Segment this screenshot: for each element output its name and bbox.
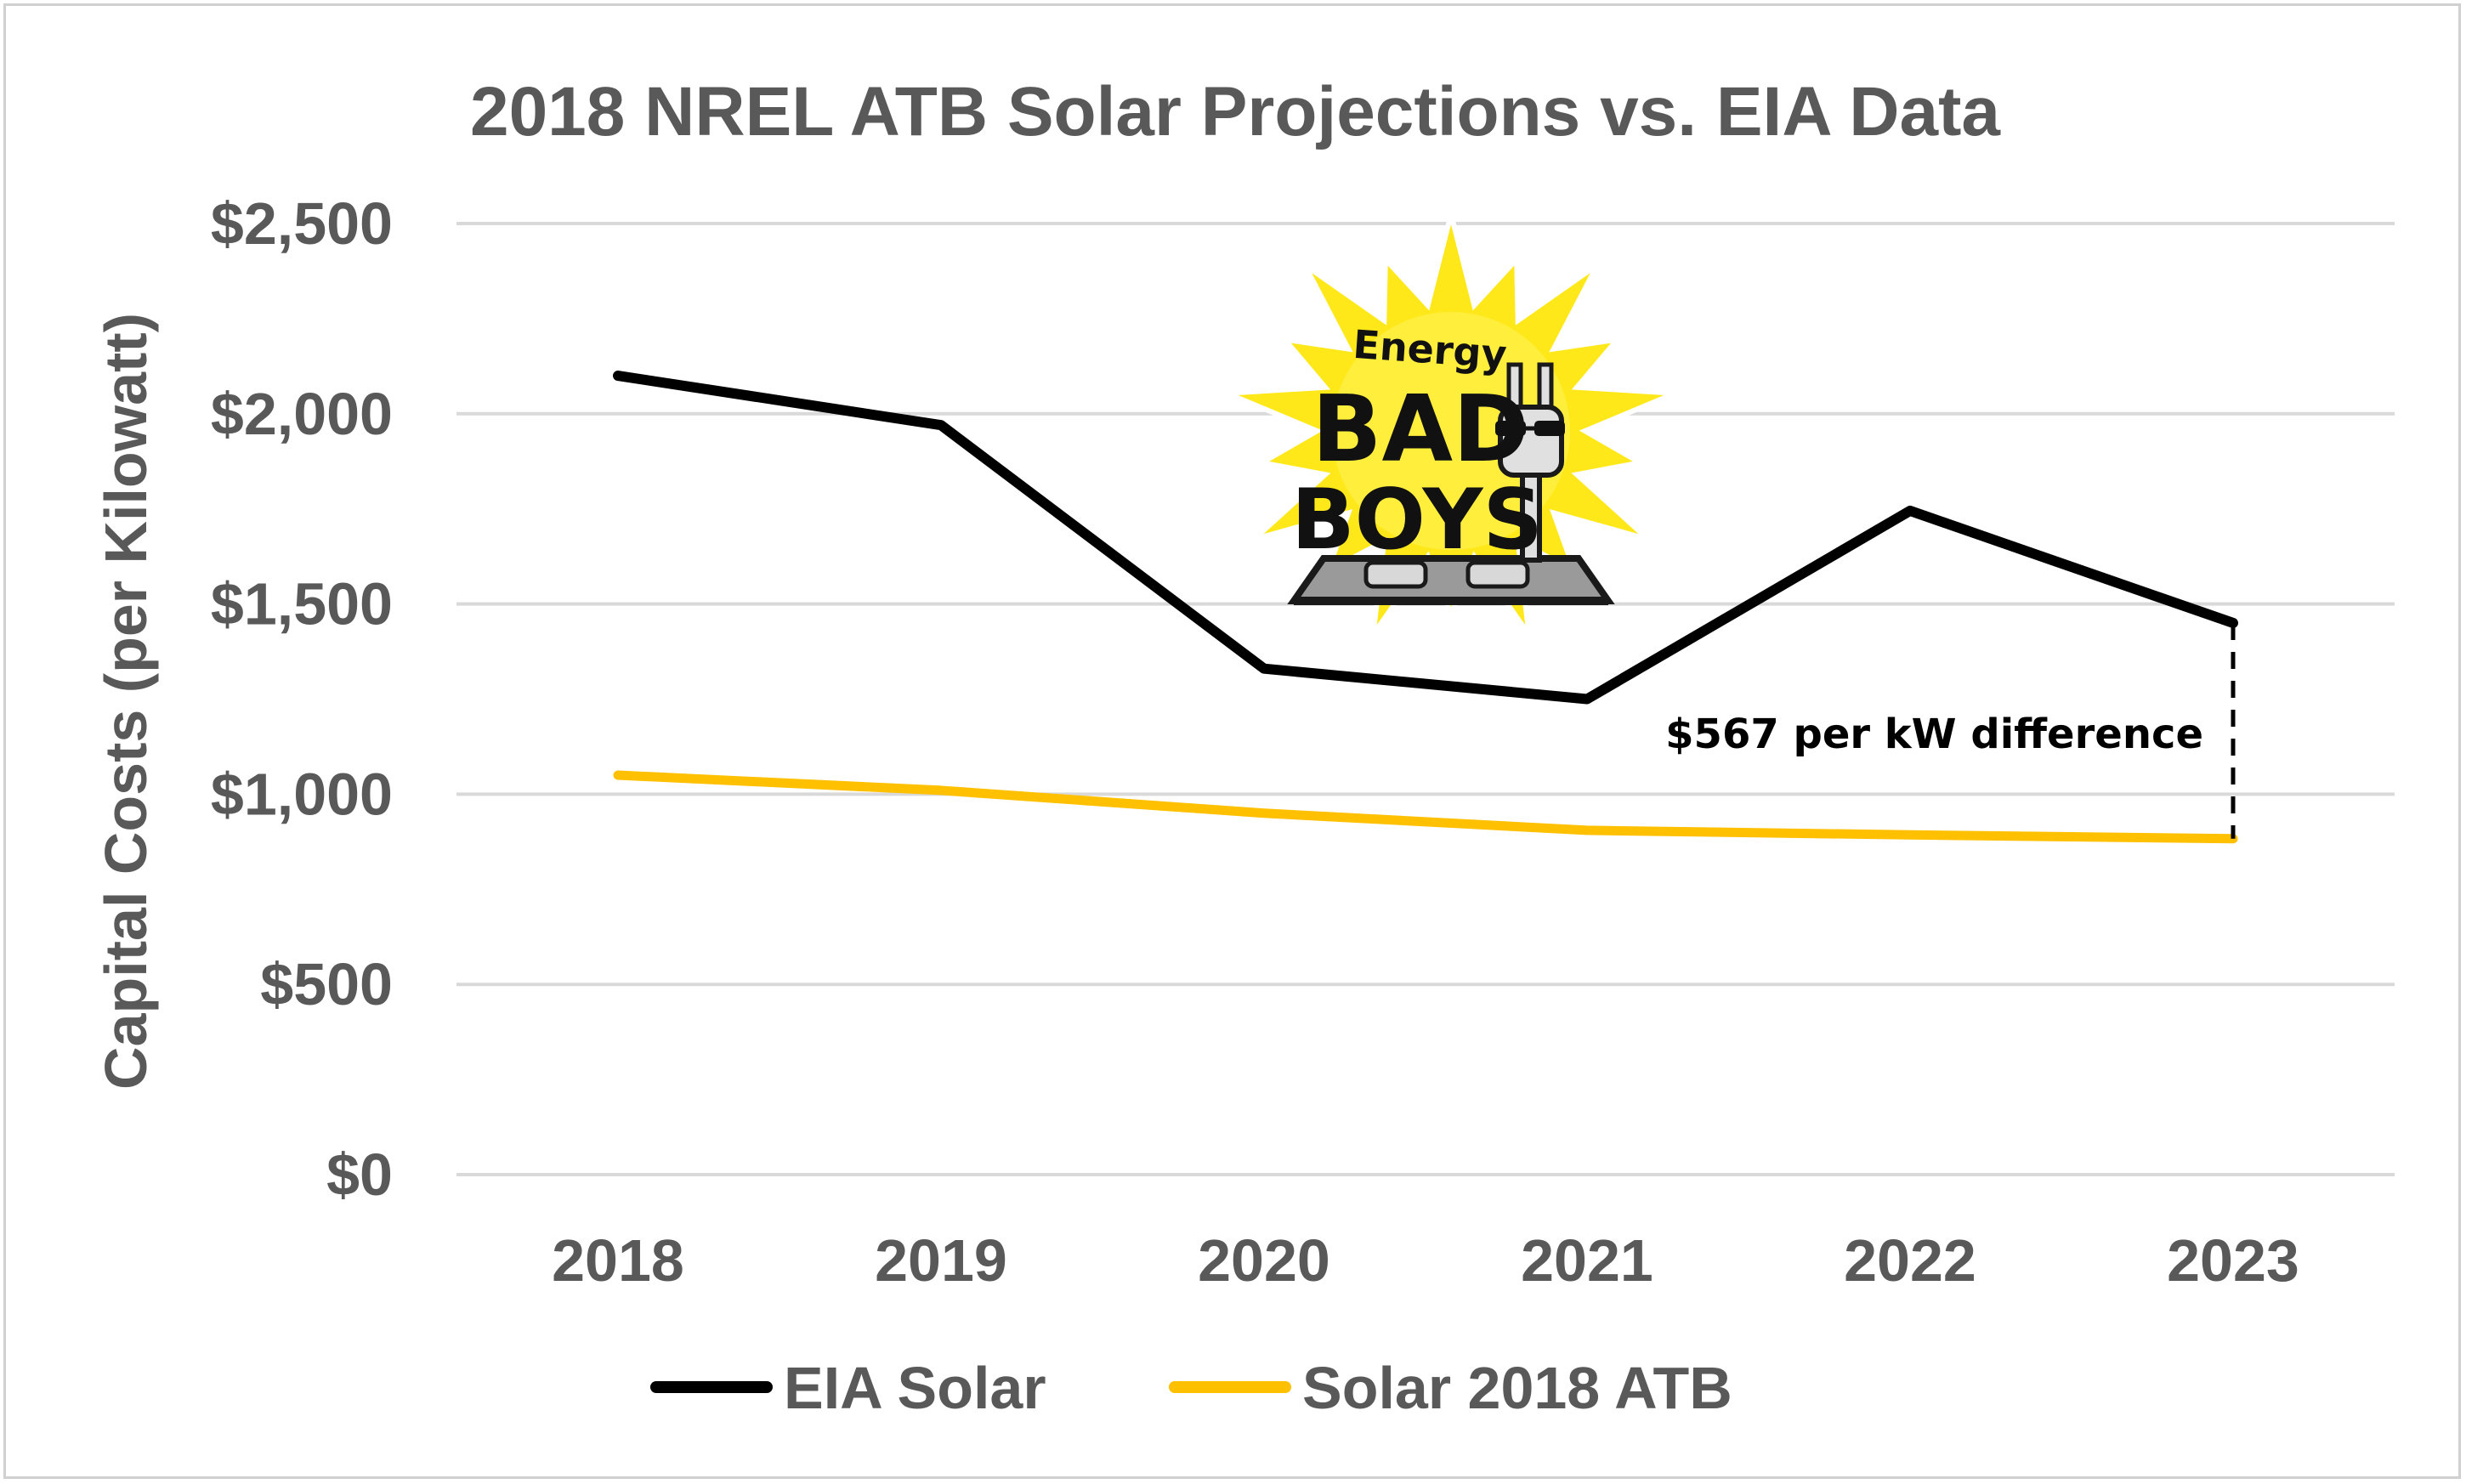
data-point (617, 774, 619, 777)
y-tick-label: $2,500 (211, 190, 393, 257)
logo-word-bad: BAD (1312, 377, 1529, 483)
chart-svg: 2018 NREL ATB Solar Projections vs. EIA … (93, 73, 2395, 1421)
y-tick-label: $0 (326, 1141, 393, 1208)
difference-annotation: $567 per kW difference (1665, 711, 2203, 758)
y-tick-label: $1,000 (211, 761, 393, 827)
outlet-plate-icon (1287, 555, 1615, 605)
x-tick-label: 2019 (875, 1227, 1007, 1294)
x-tick-label: 2018 (552, 1227, 684, 1294)
chart-frame: 2018 NREL ATB Solar Projections vs. EIA … (3, 3, 2461, 1479)
x-tick-labels: 2018 2019 2020 2021 2022 2023 (552, 1227, 2299, 1294)
logo-word-boys: BOYS (1291, 472, 1543, 569)
x-tick-label: 2021 (1521, 1227, 1653, 1294)
data-point (940, 789, 942, 791)
legend: EIA Solar Solar 2018 ATB (650, 1355, 1732, 1421)
data-point (1263, 812, 1265, 814)
y-tick-label: $2,000 (211, 381, 393, 447)
x-tick-label: 2022 (1844, 1227, 1976, 1294)
y-tick-label: $500 (260, 951, 393, 1017)
data-point (1909, 834, 1911, 836)
series-lines (613, 371, 2238, 844)
series-line-solar-2018-atb (613, 770, 2238, 844)
y-axis-label: Capital Costs (per Kilowatt) (93, 313, 159, 1090)
x-tick-label: 2023 (2167, 1227, 2299, 1294)
y-tick-labels: $0 $500 $1,000 $1,500 $2,000 $2,500 (211, 190, 393, 1208)
legend-label: EIA Solar (784, 1355, 1046, 1421)
legend-label: Solar 2018 ATB (1302, 1355, 1732, 1421)
series-line-eia-solar (613, 371, 2238, 705)
data-point (1909, 509, 1911, 512)
plug-mascot-icon (1495, 362, 1565, 563)
data-point (940, 424, 942, 427)
data-point (1586, 698, 1588, 700)
energy-bad-boys-logo: Energy BAD BOYS (1226, 213, 1676, 637)
chart-title: 2018 NREL ATB Solar Projections vs. EIA … (470, 73, 2001, 150)
logo-word-energy: Energy (1352, 321, 1508, 377)
data-point (617, 375, 619, 377)
y-tick-label: $1,500 (211, 571, 393, 637)
data-point (1263, 667, 1265, 670)
x-tick-label: 2020 (1198, 1227, 1330, 1294)
data-point (1586, 829, 1588, 831)
